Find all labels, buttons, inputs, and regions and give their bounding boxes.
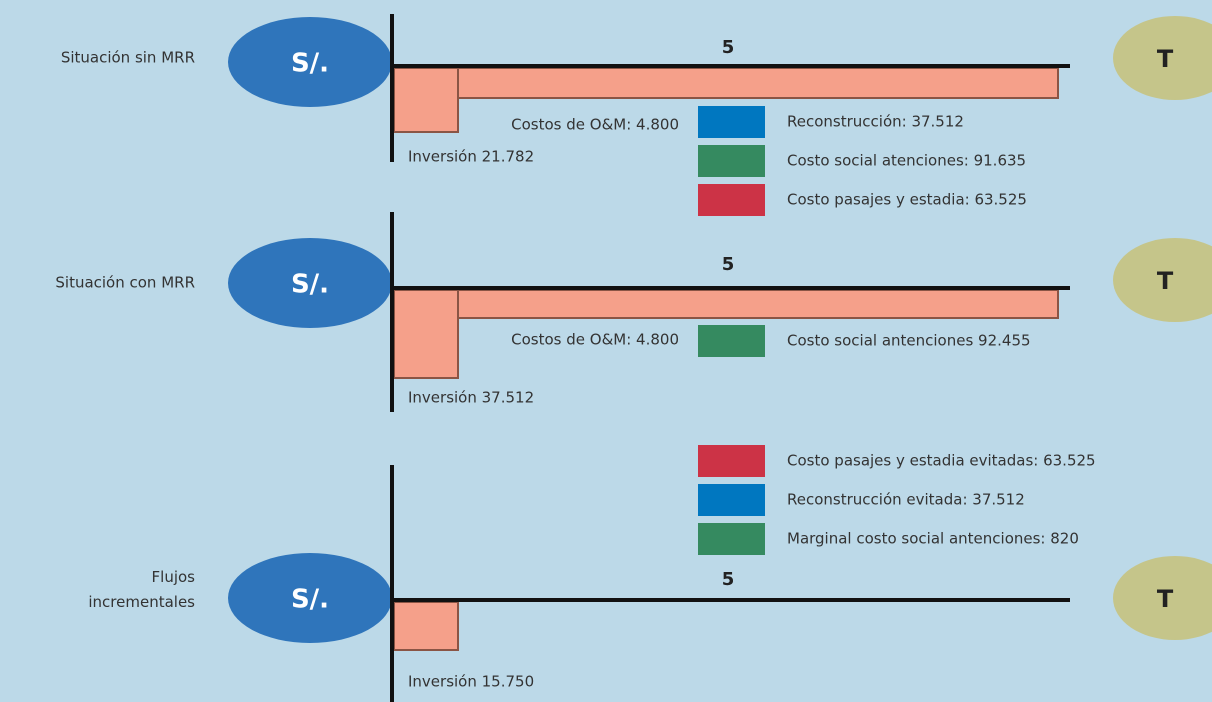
legend-label: Costo social atenciones: 91.635 (787, 152, 1026, 170)
time-ellipse (1113, 16, 1212, 100)
investment-bar (393, 289, 459, 379)
time: T (1157, 267, 1174, 295)
legend-swatch (698, 145, 765, 177)
legend-swatch (698, 106, 765, 138)
legend-swatch (698, 184, 765, 216)
currency-ellipse (228, 17, 392, 107)
section-label: incrementales (88, 593, 195, 611)
section-label: Flujos (152, 568, 196, 586)
legend-label: Costo social antenciones 92.455 (787, 332, 1031, 350)
time-ellipse (1113, 238, 1212, 322)
legend-swatch (698, 325, 765, 357)
currency: S/. (291, 585, 329, 615)
section-label: Situación sin MRR (61, 49, 195, 67)
investment-bar (393, 601, 459, 651)
legend-label: Costo pasajes y estadia: 63.525 (787, 191, 1027, 209)
period: 5 (722, 254, 735, 275)
currency: S/. (291, 270, 329, 300)
period: 5 (722, 569, 735, 590)
legend-swatch (698, 523, 765, 555)
period: 5 (722, 37, 735, 58)
time: T (1157, 585, 1174, 613)
om-bar (457, 67, 1059, 99)
om-bar (457, 289, 1059, 319)
legend-swatch (698, 484, 765, 516)
currency-ellipse (228, 238, 392, 328)
investment-label: Inversión 15.750 (408, 673, 534, 691)
legend-swatch (698, 445, 765, 477)
legend-label: Costo pasajes y estadia evitadas: 63.525 (787, 452, 1096, 470)
om-label: Costos de O&M: 4.800 (511, 116, 679, 134)
currency: S/. (291, 49, 329, 79)
currency-ellipse (228, 553, 392, 643)
section-label: Situación con MRR (55, 274, 195, 292)
time-ellipse (1113, 556, 1212, 640)
legend-label: Reconstrucción evitada: 37.512 (787, 491, 1025, 509)
legend-label: Marginal costo social antenciones: 820 (787, 530, 1079, 548)
legend-label: Reconstrucción: 37.512 (787, 113, 964, 131)
investment-label: Inversión 21.782 (408, 148, 534, 166)
om-label: Costos de O&M: 4.800 (511, 331, 679, 349)
investment-label: Inversión 37.512 (408, 389, 534, 407)
investment-bar (393, 67, 459, 133)
time: T (1157, 45, 1174, 73)
